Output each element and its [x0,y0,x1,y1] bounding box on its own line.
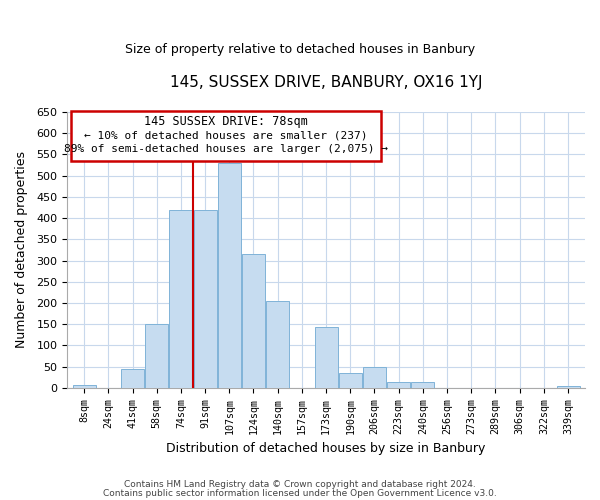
Bar [73,384,95,388]
Bar [121,369,144,388]
Bar [242,254,265,388]
Bar [387,382,410,388]
Bar [412,382,434,388]
Bar [194,210,217,388]
Bar [557,386,580,388]
Bar [314,327,338,388]
Text: Size of property relative to detached houses in Banbury: Size of property relative to detached ho… [125,42,475,56]
Bar [218,163,241,388]
X-axis label: Distribution of detached houses by size in Banbury: Distribution of detached houses by size … [166,442,486,455]
Bar [266,301,289,388]
Text: 145 SUSSEX DRIVE: 78sqm: 145 SUSSEX DRIVE: 78sqm [144,115,308,128]
Text: Contains public sector information licensed under the Open Government Licence v3: Contains public sector information licen… [103,489,497,498]
Bar [363,366,386,388]
Text: Contains HM Land Registry data © Crown copyright and database right 2024.: Contains HM Land Registry data © Crown c… [124,480,476,489]
Y-axis label: Number of detached properties: Number of detached properties [15,152,28,348]
Bar [339,373,362,388]
Bar [145,324,168,388]
Text: ← 10% of detached houses are smaller (237): ← 10% of detached houses are smaller (23… [84,130,367,140]
Bar [169,210,193,388]
FancyBboxPatch shape [71,110,380,161]
Text: 89% of semi-detached houses are larger (2,075) →: 89% of semi-detached houses are larger (… [64,144,388,154]
Title: 145, SUSSEX DRIVE, BANBURY, OX16 1YJ: 145, SUSSEX DRIVE, BANBURY, OX16 1YJ [170,75,482,90]
